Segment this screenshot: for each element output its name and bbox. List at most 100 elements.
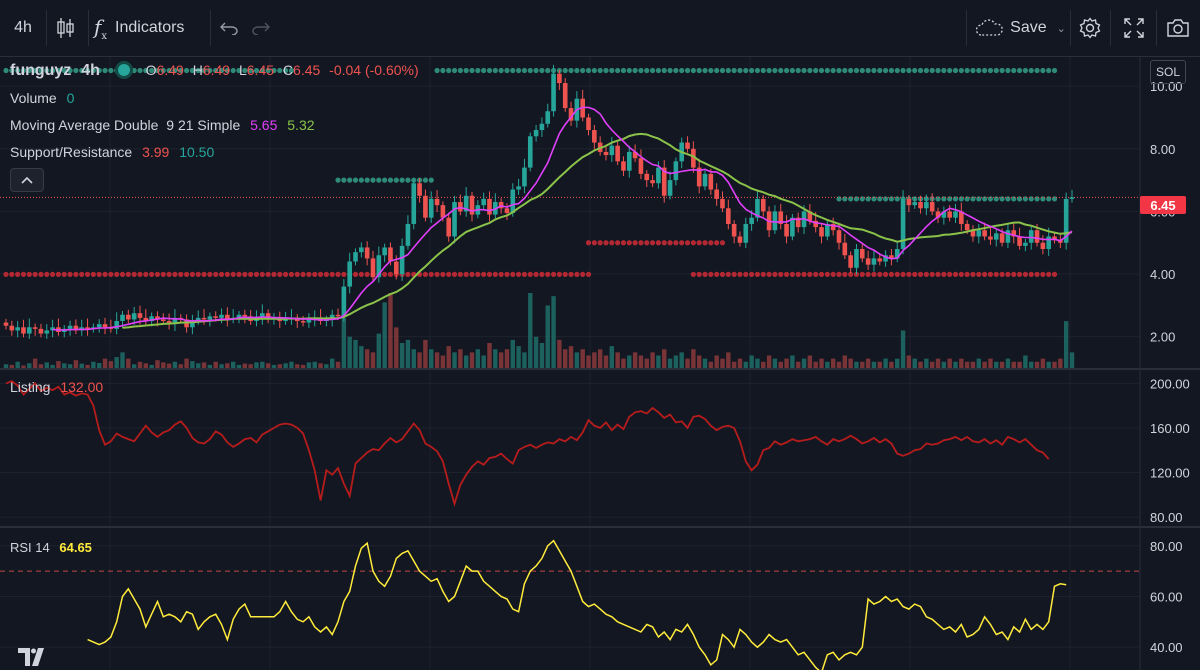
- rsi-value: 64.65: [59, 540, 92, 555]
- candle-body: [900, 198, 906, 250]
- support-dot: [714, 240, 720, 246]
- support-dot: [510, 271, 516, 277]
- candle-body: [551, 73, 556, 112]
- volume-bar: [941, 361, 947, 368]
- indicators-button[interactable]: fx Indicators: [94, 8, 206, 48]
- candle-body: [463, 195, 469, 212]
- chart-svg[interactable]: 10.008.006.004.002.00200.00160.00120.008…: [0, 57, 1200, 670]
- candle-body: [120, 314, 125, 322]
- volume-bar: [1040, 358, 1046, 368]
- resistance-dot: [131, 67, 137, 74]
- candle-body: [423, 195, 428, 218]
- volume-bar: [918, 361, 923, 368]
- ohlc-h-label: H: [192, 62, 203, 78]
- symbol-tag[interactable]: SOL: [1150, 60, 1186, 84]
- support-dot: [434, 271, 440, 277]
- main-legend: funguyz 4h O6.49 H6.49 L6.45 C6.45 -0.04…: [10, 62, 419, 80]
- candle-body: [353, 252, 358, 262]
- chart-area[interactable]: 10.008.006.004.002.00200.00160.00120.008…: [0, 57, 1200, 670]
- support-dot: [766, 271, 772, 277]
- volume-bar: [190, 361, 195, 368]
- resistance-dot: [783, 67, 790, 74]
- support-dot: [329, 271, 335, 277]
- candle-body: [830, 223, 836, 231]
- support-dot: [743, 271, 749, 277]
- resistance-dot: [1051, 67, 1058, 74]
- support-dot: [20, 271, 27, 277]
- snapshot-button[interactable]: [1160, 8, 1196, 48]
- support-dot: [486, 271, 493, 277]
- support-dot: [731, 271, 737, 277]
- support-dot: [189, 271, 196, 277]
- resistance-dot: [778, 67, 784, 74]
- resistance-dot: [731, 67, 737, 74]
- support-dot: [55, 271, 62, 277]
- support-dot: [550, 271, 557, 277]
- support-dot: [335, 271, 341, 277]
- candle-body: [755, 198, 760, 218]
- support-dot: [696, 271, 702, 277]
- candle-body: [626, 151, 632, 171]
- fullscreen-button[interactable]: [1116, 8, 1152, 48]
- undo-button[interactable]: [214, 8, 244, 48]
- resistance-dot: [714, 67, 720, 74]
- support-dot: [1034, 271, 1040, 277]
- candle-body: [1028, 230, 1034, 243]
- support-dot: [481, 271, 487, 277]
- volume-bar: [62, 363, 67, 368]
- listing-price-axis: 200.00 160.00 120.00 80.00: [0, 376, 1190, 525]
- resistance-dot: [929, 67, 935, 74]
- listing-legend[interactable]: Listing 132.00: [10, 379, 103, 395]
- listing-value: 132.00: [60, 379, 104, 395]
- candle-body: [1046, 236, 1051, 250]
- volume-bar: [825, 361, 830, 368]
- volume-bar: [184, 358, 189, 368]
- volume-bar: [761, 361, 766, 368]
- volume-bar: [149, 364, 154, 368]
- support-dot: [702, 271, 708, 277]
- resistance-dot: [376, 177, 382, 183]
- collapse-legend-button[interactable]: [10, 168, 44, 192]
- support-dot: [183, 271, 190, 277]
- resistance-dot: [510, 67, 516, 74]
- support-dot: [32, 271, 38, 277]
- symbol-name[interactable]: funguyz: [10, 62, 72, 79]
- support-dot: [970, 271, 976, 277]
- interval-button[interactable]: 4h: [6, 8, 40, 48]
- ohlc-c-label: C: [282, 62, 294, 78]
- settings-button[interactable]: [1074, 8, 1106, 48]
- support-dot: [67, 271, 73, 277]
- rsi-legend[interactable]: RSI 14 64.65: [10, 540, 92, 555]
- save-button[interactable]: Save ⌄: [972, 8, 1068, 48]
- candle-body: [417, 183, 422, 196]
- volume-bar: [574, 352, 580, 368]
- support-dot: [259, 271, 265, 277]
- redo-button[interactable]: [246, 8, 276, 48]
- volume-bar: [289, 361, 294, 368]
- resistance-dot: [539, 67, 545, 74]
- support-dot: [294, 271, 300, 277]
- candle-body: [941, 211, 947, 218]
- volume-bar: [504, 349, 510, 368]
- candle-body: [988, 236, 993, 240]
- ma-legend[interactable]: Moving Average Double 9 21 Simple 5.65 5…: [10, 117, 315, 133]
- resistance-dot: [1034, 67, 1040, 74]
- rsi-price-axis: 80.00 60.00 40.00: [0, 539, 1183, 655]
- volume-bar: [277, 364, 282, 368]
- candle-body: [38, 328, 44, 334]
- volume-bar: [469, 352, 475, 368]
- support-dot: [813, 271, 819, 277]
- candles-style-button[interactable]: [50, 8, 82, 48]
- support-dot: [714, 271, 720, 277]
- volume-legend[interactable]: Volume 0: [10, 90, 74, 106]
- support-dot: [725, 271, 731, 277]
- resistance-dot: [399, 177, 405, 183]
- support-dot: [242, 271, 248, 277]
- support-dot: [679, 240, 685, 246]
- resistance-dot: [50, 67, 56, 74]
- symbol-tag-label: SOL: [1155, 65, 1180, 79]
- volume-bar: [481, 355, 486, 368]
- resistance-dot: [218, 67, 225, 74]
- sr-legend[interactable]: Support/Resistance 3.99 10.50: [10, 144, 214, 160]
- support-dot: [585, 240, 592, 246]
